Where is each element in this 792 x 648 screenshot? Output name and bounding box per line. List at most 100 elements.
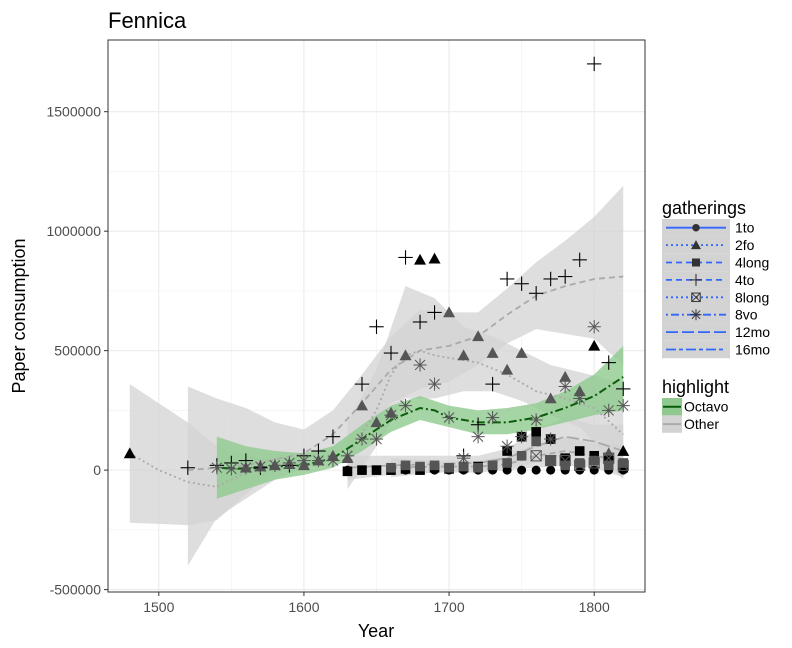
x-tick-label: 1500: [143, 599, 174, 615]
data-point: [558, 379, 572, 394]
data-point: [573, 385, 586, 397]
data-point: [588, 339, 601, 351]
data-point: [458, 461, 469, 472]
data-point: [297, 453, 311, 468]
y-tick-label: 1000000: [46, 223, 101, 239]
legend-symbol-2fo: [691, 240, 701, 250]
legend-key-2fo: [662, 236, 730, 254]
legend-key-12mo: [662, 323, 730, 341]
data-point: [414, 253, 427, 265]
legend-symbol-1to: [692, 223, 700, 232]
data-point: [616, 399, 630, 413]
data-point: [457, 349, 470, 361]
data-point: [516, 450, 527, 461]
y-tick-label: 500000: [54, 343, 101, 359]
legend-label: 8long: [735, 289, 769, 305]
data-point: [427, 377, 442, 391]
data-point: [546, 465, 556, 475]
data-point: [502, 465, 512, 475]
data-point: [557, 269, 573, 284]
y-axis-title: Paper consumption: [9, 238, 29, 393]
data-point: [486, 347, 499, 358]
plot-border: [107, 39, 646, 593]
legend-label: Octavo: [684, 399, 729, 415]
data-point: [415, 461, 425, 472]
data-point: [398, 399, 413, 413]
data-point: [311, 453, 326, 468]
data-point: [559, 454, 571, 467]
data-point: [369, 319, 384, 334]
legend-symbol-4long: [692, 258, 700, 267]
data-point: [428, 252, 441, 264]
smooth-line-3: [346, 349, 624, 457]
data-point: [370, 416, 383, 428]
data-point: [470, 417, 486, 432]
legend-label: 12mo: [735, 324, 770, 340]
y-axis: -500000 0 500000 1000000 1500000: [46, 104, 108, 598]
data-point: [545, 454, 557, 467]
data-point: [528, 286, 544, 301]
legend-gatherings-title: gatherings: [662, 198, 746, 218]
data-point: [602, 403, 616, 417]
data-point: [487, 460, 498, 471]
data-point: [400, 460, 411, 471]
data-point: [515, 430, 529, 444]
data-point: [326, 453, 340, 468]
legend-label: 2fo: [735, 237, 755, 253]
legend-symbol-4to: [690, 273, 702, 286]
data-point: [473, 462, 483, 473]
legend-label: 1to: [735, 220, 755, 236]
data-point: [500, 439, 514, 453]
data-point: [371, 465, 382, 475]
data-point: [180, 460, 196, 475]
data-point: [574, 446, 585, 456]
data-point: [444, 462, 454, 473]
data-point: [413, 358, 427, 372]
confidence-band-3: [347, 286, 624, 490]
data-point: [355, 399, 368, 411]
y-tick-label: -500000: [50, 582, 102, 598]
x-axis: 1500 1600 1700 1800: [143, 592, 610, 615]
legend-key-4to: [662, 271, 730, 289]
data-point: [499, 271, 515, 287]
data-point: [355, 432, 369, 446]
legend-label: 4to: [735, 272, 755, 288]
legend-key-8vo: [662, 306, 730, 324]
smooth-line-2: [187, 275, 624, 472]
data-point: [442, 410, 456, 425]
y-tick-label: 0: [93, 462, 101, 478]
legend-label: 16mo: [735, 342, 770, 358]
data-point: [429, 460, 440, 471]
legend-key-16mo: [662, 340, 730, 359]
data-point: [123, 447, 136, 459]
data-point: [559, 370, 572, 382]
legend-label: 8vo: [735, 307, 758, 323]
data-point: [386, 462, 396, 473]
data-point: [531, 427, 541, 437]
data-point: [472, 330, 485, 342]
data-point: [412, 314, 428, 330]
data-point: [603, 460, 614, 471]
data-point: [588, 457, 600, 469]
x-tick-label: 1800: [579, 599, 610, 615]
legend-highlight-title: highlight: [662, 377, 729, 397]
data-point: [443, 306, 456, 318]
legend-key-Other: [662, 415, 682, 433]
data-point: [589, 465, 599, 475]
legend-label: Other: [684, 416, 719, 432]
data-point: [369, 432, 384, 446]
data-point: [325, 429, 341, 444]
data-point: [282, 456, 297, 470]
data-point: [560, 453, 570, 463]
data-point: [514, 276, 529, 291]
data-point: [224, 462, 238, 476]
data-point: [239, 461, 253, 475]
legend-symbol-8long: [691, 292, 701, 303]
data-point: [340, 449, 355, 463]
legend-key-4long: [662, 253, 730, 272]
legend-key-8long: [662, 288, 730, 306]
data-point: [517, 465, 527, 475]
data-point: [573, 391, 587, 406]
